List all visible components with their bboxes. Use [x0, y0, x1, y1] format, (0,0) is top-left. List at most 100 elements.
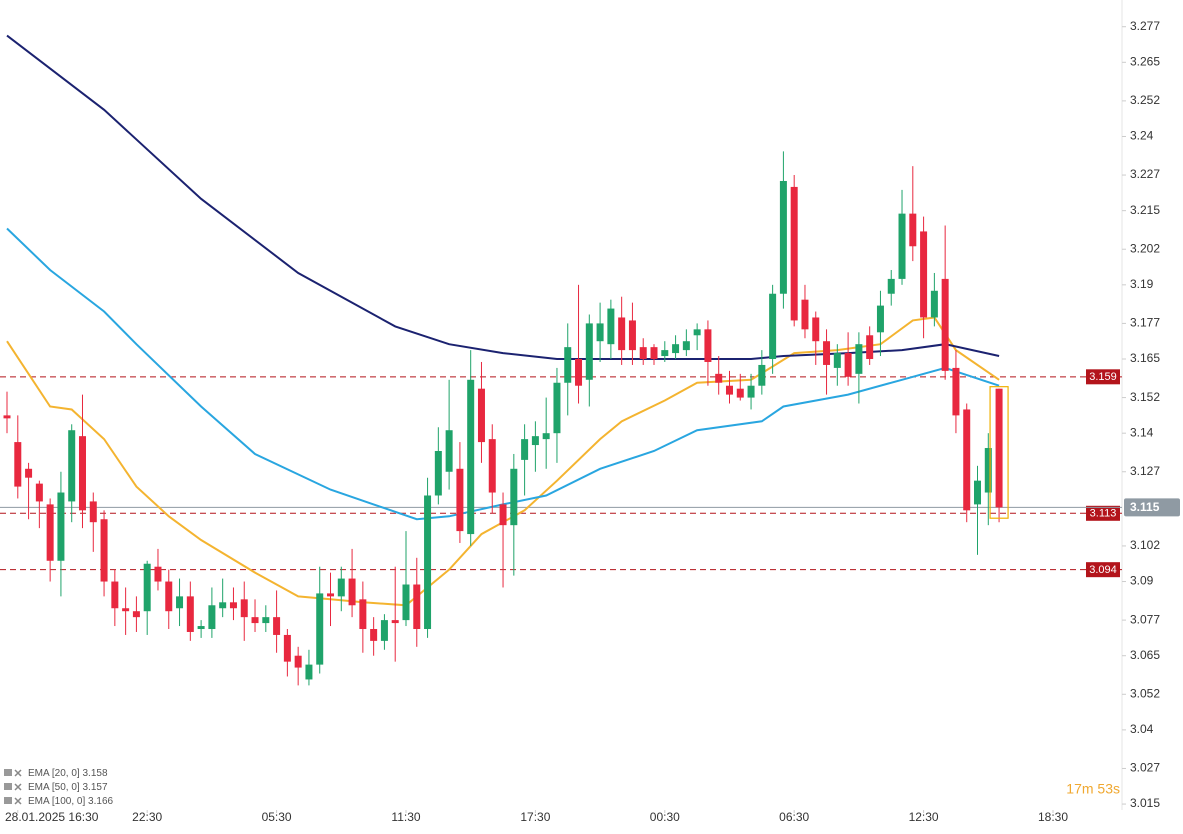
x-tick-label: 00:30 [650, 810, 680, 824]
candle-body [122, 608, 130, 612]
candle-body [434, 450, 442, 496]
countdown: 17m 53s [1066, 781, 1120, 797]
x-tick-label: 11:30 [391, 810, 420, 824]
candle-body [725, 385, 733, 395]
y-tick-label: 3.015 [1130, 796, 1160, 810]
candle-body [553, 382, 561, 434]
candle-body [68, 430, 76, 502]
candle-body [197, 626, 205, 630]
candle-body [25, 468, 33, 478]
candle-body [963, 409, 971, 511]
candle-body [715, 373, 723, 383]
candle-body [779, 180, 787, 294]
candle-body [467, 379, 475, 535]
candle-body [262, 617, 270, 624]
candle-body [219, 602, 227, 609]
candle-body [585, 323, 593, 380]
y-tick-label: 3.14 [1130, 425, 1154, 439]
candle-body [208, 605, 216, 630]
candle-body [693, 329, 701, 336]
y-tick-label: 3.065 [1130, 648, 1160, 662]
y-tick-label: 3.202 [1130, 241, 1160, 255]
active-candle-highlight [989, 386, 1009, 519]
candle-body [370, 629, 378, 641]
candle-body [920, 231, 928, 318]
candle-body [456, 468, 464, 532]
candle-body [57, 492, 65, 561]
candle-body [823, 341, 831, 365]
legend-icon [4, 769, 12, 776]
legend-icon [4, 797, 12, 804]
candle-body [78, 436, 86, 511]
candle-body [704, 329, 712, 362]
candle-body [758, 364, 766, 386]
candle-body [521, 439, 529, 460]
candle-body [3, 415, 11, 419]
y-tick-label: 3.19 [1130, 277, 1154, 291]
candle-body [930, 290, 938, 318]
candle-body [391, 620, 399, 624]
candle-body [100, 519, 108, 582]
candle-body [413, 584, 421, 630]
candle-body [650, 347, 658, 360]
candle-body [575, 359, 583, 386]
level-label: 3.113 [1090, 508, 1117, 520]
candle-body [499, 504, 507, 526]
level-label-box [1086, 505, 1120, 521]
candle-body [359, 599, 367, 630]
y-tick-label: 3.152 [1130, 390, 1160, 404]
candle-body [176, 596, 184, 609]
legend-entry: EMA [100, 0] 3.166 [28, 796, 114, 807]
candle-body [111, 581, 119, 609]
candle-body [607, 308, 615, 345]
level-label: 3.159 [1089, 371, 1117, 383]
candle-body [855, 344, 863, 374]
candle-body [477, 388, 485, 443]
candle-body [488, 439, 496, 493]
candle-body [165, 581, 173, 612]
candle-body [283, 634, 291, 662]
legend-name: EMA [20, 0] [28, 768, 80, 779]
candle-body [14, 442, 22, 487]
candle-body [736, 388, 744, 398]
y-tick-label: 3.077 [1130, 612, 1160, 626]
x-tick-label: 18:30 [1038, 810, 1068, 824]
x-tick-label: 05:30 [262, 810, 292, 824]
candle-body [143, 563, 151, 612]
candle-body [402, 584, 410, 621]
legend-close-icon [14, 769, 22, 777]
candle-body [974, 480, 982, 505]
candle-body [186, 596, 194, 632]
x-tick-label: 22:30 [132, 810, 162, 824]
y-tick-label: 3.265 [1130, 54, 1160, 68]
legend-icon [4, 783, 12, 790]
candle-body [844, 353, 852, 377]
y-tick-label: 3.027 [1130, 761, 1160, 775]
candle-body [542, 433, 550, 440]
level-label-box [1086, 562, 1120, 578]
candle-body [596, 323, 604, 342]
candle-body [887, 278, 895, 294]
candle-body [424, 495, 432, 630]
level-label-box [1086, 369, 1120, 385]
candle-body [337, 578, 345, 597]
y-tick-label: 3.277 [1130, 19, 1160, 33]
legend-entry: EMA [50, 0] 3.157 [28, 782, 108, 793]
candle-body [89, 501, 97, 523]
candle-body [305, 664, 313, 680]
candle-body [833, 353, 841, 368]
candle-body [273, 617, 281, 635]
candle-body [348, 578, 356, 606]
legend-value: 3.158 [82, 768, 107, 779]
price-label: 3.115 [1130, 500, 1160, 514]
y-tick-label: 3.09 [1130, 574, 1154, 588]
candle-body [564, 347, 572, 383]
candle-body [35, 483, 43, 502]
y-tick-label: 3.052 [1130, 686, 1160, 700]
candle-body [628, 320, 636, 351]
y-tick-label: 3.165 [1130, 351, 1160, 365]
y-tick-label: 3.127 [1130, 464, 1160, 478]
candle-body [316, 593, 324, 665]
candle-body [154, 566, 162, 582]
